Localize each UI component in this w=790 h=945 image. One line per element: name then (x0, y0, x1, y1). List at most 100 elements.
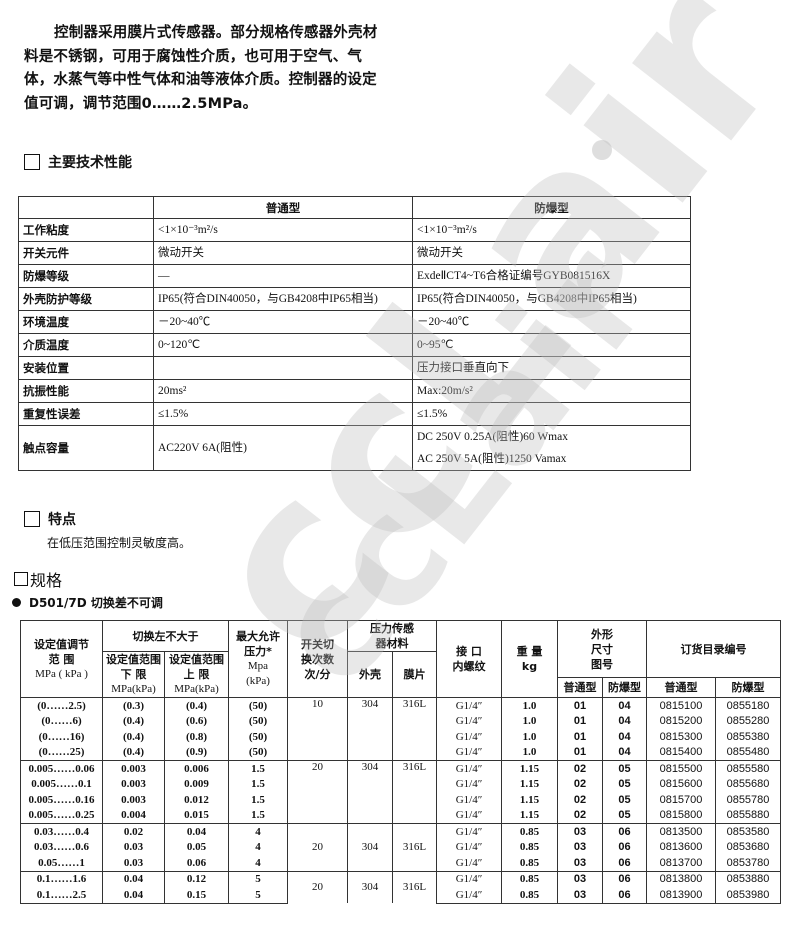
spec-label: 防爆等级 (18, 264, 154, 288)
spec-value-line: IP65(符合DIN40050，与GB4208中IP65相当) (158, 293, 378, 305)
spec-value-line: 微动开关 (417, 247, 463, 259)
table-row: (0……6) (0.4) (0.6) (50) G1/4″ 1.0 01 04 0815200 0… (20, 713, 781, 729)
order-explosion-proof-cell: 0853880 (715, 870, 781, 887)
range-cell: (0……2.5) (20, 697, 103, 714)
header-dim-standard: 普通型 (557, 677, 603, 698)
selection-table: 设定值调节范 围 MPa ( kPa ) 切换左不大于 最大允许 压力* Mpa (kP… (20, 620, 781, 904)
range-cell: (0……16) (20, 729, 103, 745)
spec-label: 重复性误差 (18, 402, 154, 426)
dim-explosion-proof-cell: 06 (602, 839, 647, 855)
watermark-dot (592, 140, 612, 160)
table-row: 0.1……1.6 0.04 0.12 5 20 304 316L G1/4″ 0.85 03 06 0… (20, 870, 781, 903)
max-pressure-cell: 5 (228, 870, 288, 887)
table-row: 0.005……0.1 0.003 0.009 1.5 G1/4″ 1.15 02 05 0815… (20, 776, 781, 792)
order-explosion-proof-cell: 0855180 (715, 697, 781, 714)
thread-cell: G1/4″ (436, 760, 502, 777)
order-explosion-proof-cell: 0855880 (715, 807, 781, 824)
thread-cell: G1/4″ (436, 887, 502, 904)
spec-row: 重复性误差 ≤1.5% ≤1.5% (18, 402, 691, 426)
weight-cell: 1.0 (501, 713, 558, 729)
header-order-standard: 普通型 (646, 677, 716, 698)
upper-limit-cell: 0.15 (164, 887, 229, 904)
lower-limit-cell: 0.02 (102, 823, 165, 840)
thread-cell: G1/4″ (436, 855, 502, 871)
spec-value-explosion-proof: Max:20m/s² (412, 379, 691, 403)
max-pressure-cell: (50) (228, 713, 288, 729)
lower-limit-cell: 0.04 (102, 887, 165, 904)
spec-label: 介质温度 (18, 333, 154, 357)
dim-standard-cell: 02 (557, 807, 603, 824)
header-thread: 接 口内螺纹 (436, 620, 502, 698)
spec-row: 抗振性能 20ms² Max:20m/s² (18, 379, 691, 403)
order-standard-cell: 0815700 (646, 792, 716, 808)
order-standard-cell: 0815300 (646, 729, 716, 745)
thread-cell: G1/4″ (436, 839, 502, 855)
checkbox-square-icon (24, 511, 40, 527)
cycles-cell: 10 (287, 697, 348, 761)
dim-explosion-proof-cell: 05 (602, 760, 647, 777)
lower-limit-cell: 0.04 (102, 870, 165, 887)
range-cell: 0.005……0.16 (20, 792, 103, 808)
table-row: 0.03……0.4 0.02 0.04 4 20 304 316L G1/4″ 0.85 03 06… (20, 823, 781, 871)
section-heading-specs: 主要技术性能 (24, 152, 132, 172)
dim-standard-cell: 03 (557, 855, 603, 871)
section-title: 规格 (30, 571, 63, 590)
weight-cell: 0.85 (501, 855, 558, 871)
header-order-number: 订货目录编号 (646, 620, 781, 678)
dim-standard-cell: 03 (557, 823, 603, 840)
lower-limit-cell: 0.003 (102, 776, 165, 792)
thread-cell: G1/4″ (436, 792, 502, 808)
diaphragm-cell: 316L (392, 697, 437, 761)
spec-header-blank (18, 196, 154, 219)
thread-cell: G1/4″ (436, 870, 502, 887)
upper-limit-cell: 0.04 (164, 823, 229, 840)
section-title: 特点 (48, 512, 76, 528)
order-standard-cell: 0813700 (646, 855, 716, 871)
upper-limit-cell: 0.06 (164, 855, 229, 871)
range-cell: 0.1……1.6 (20, 870, 103, 887)
order-standard-cell: 0813800 (646, 870, 716, 887)
spec-value-explosion-proof: ≤1.5% (412, 402, 691, 426)
range-cell: 0.005……0.1 (20, 776, 103, 792)
weight-cell: 1.0 (501, 744, 558, 761)
weight-cell: 0.85 (501, 839, 558, 855)
diaphragm-cell: 316L (392, 823, 437, 871)
spec-value-explosion-proof: IP65(符合DIN40050，与GB4208中IP65相当) (412, 287, 691, 311)
dim-explosion-proof-cell: 06 (602, 887, 647, 904)
dim-explosion-proof-cell: 04 (602, 744, 647, 761)
spec-row: 开关元件 微动开关 微动开关 (18, 241, 691, 265)
dim-explosion-proof-cell: 04 (602, 697, 647, 714)
weight-cell: 1.0 (501, 729, 558, 745)
spec-value-standard: －20~40℃ (153, 310, 413, 334)
upper-limit-cell: 0.009 (164, 776, 229, 792)
order-explosion-proof-cell: 0855280 (715, 713, 781, 729)
weight-cell: 0.85 (501, 870, 558, 887)
header-diaphragm: 膜片 (392, 651, 437, 698)
lower-limit-cell: (0.4) (102, 729, 165, 745)
dim-standard-cell: 03 (557, 887, 603, 904)
spec-value-line: IP65(符合DIN40050，与GB4208中IP65相当) (417, 293, 637, 305)
spec-row: 工作粘度 <1×10⁻³m²/s <1×10⁻³m²/s (18, 218, 691, 242)
header-max-pressure: 最大允许 压力* Mpa (kPa) (228, 620, 288, 698)
weight-cell: 1.15 (501, 792, 558, 808)
model-heading: D501/7D 切换差不可调 (12, 594, 163, 611)
spec-value-standard: AC220V 6A(阻性) (153, 425, 413, 471)
order-explosion-proof-cell: 0853580 (715, 823, 781, 840)
header-weight: 重 量 kg (501, 620, 558, 698)
header-dimension-drawing: 外形 尺寸 图号 (557, 620, 647, 678)
header-housing: 外壳 (347, 651, 393, 698)
thread-cell: G1/4″ (436, 807, 502, 824)
weight-cell: 1.0 (501, 697, 558, 714)
spec-value-standard: IP65(符合DIN40050，与GB4208中IP65相当) (153, 287, 413, 311)
thread-cell: G1/4″ (436, 713, 502, 729)
spec-value-explosion-proof: 压力接口垂直向下 (412, 356, 691, 380)
upper-limit-cell: 0.006 (164, 760, 229, 777)
weight-cell: 1.15 (501, 776, 558, 792)
header-upper-limit: 设定值范围上 限 MPa(kPa) (164, 651, 229, 698)
table-row: 0.005……0.06 0.003 0.006 1.5 20 304 316L G1/4″ 1.… (20, 760, 781, 824)
checkbox-square-icon (24, 154, 40, 170)
order-standard-cell: 0815500 (646, 760, 716, 777)
weight-cell: 1.15 (501, 760, 558, 777)
dim-explosion-proof-cell: 05 (602, 792, 647, 808)
